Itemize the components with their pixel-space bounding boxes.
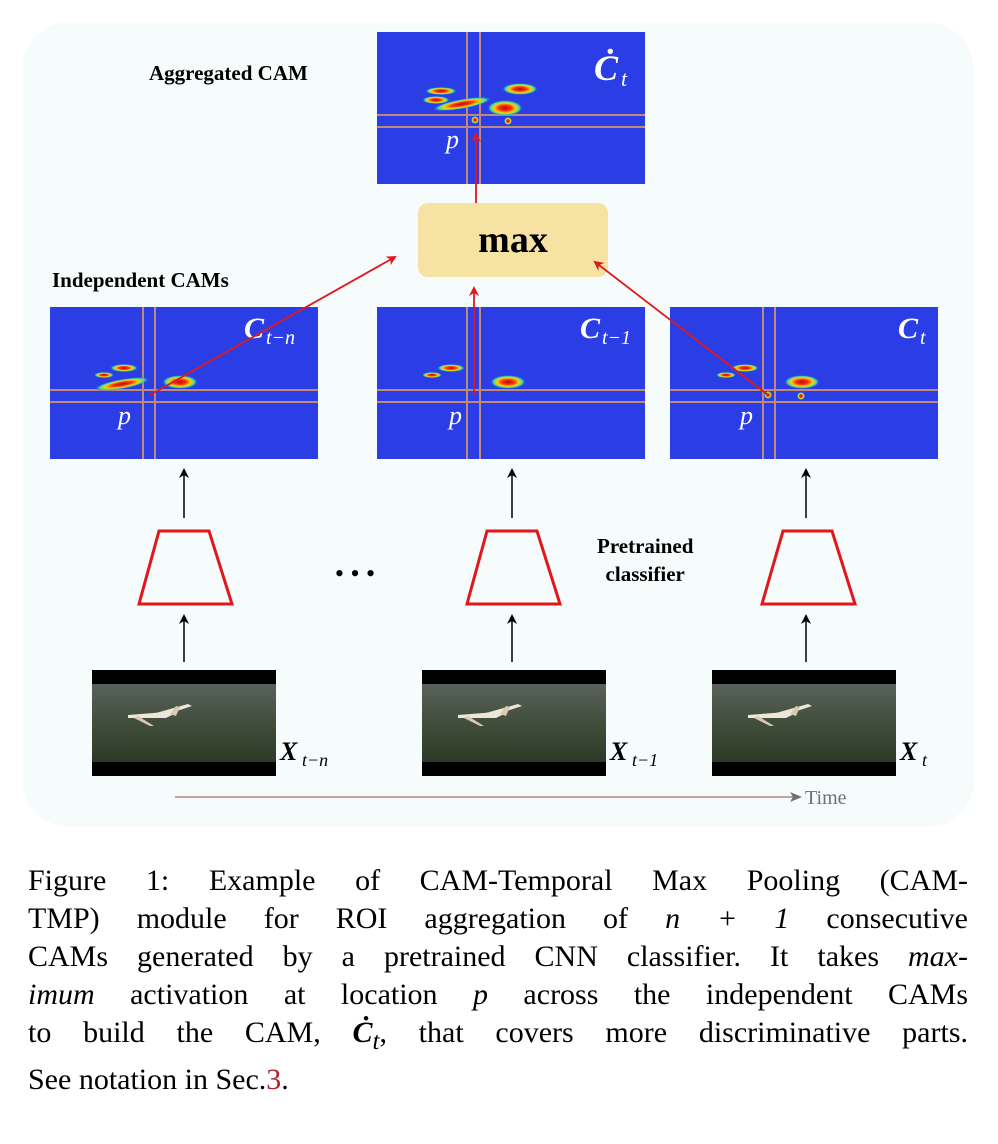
caption-line-3: CAMs generated by a pretrained CNN class… (28, 940, 968, 973)
svg-text:t−1: t−1 (602, 327, 631, 349)
svg-text:C: C (898, 312, 919, 345)
red-arrow-left (149, 256, 397, 396)
frame-middle (422, 670, 606, 776)
figure-caption: Figure 1: Example of CAM-Temporal Max Po… (28, 862, 968, 1099)
max-label: max (478, 219, 548, 261)
svg-text:C: C (244, 312, 265, 345)
red-arrow-right (593, 260, 769, 396)
svg-text:C: C (580, 312, 601, 345)
independent-cams-label: Independent CAMs (52, 268, 229, 292)
aggregated-cam-label: Aggregated CAM (149, 61, 308, 85)
caption-line-6: See notation in Sec.3. (28, 1063, 289, 1096)
frame-middle-symbol: X (609, 737, 628, 766)
caption-line-4: imum activation at location p across the… (28, 978, 969, 1011)
classifier-right (760, 529, 858, 606)
classifier-left (137, 529, 235, 606)
aggregated-cam-p: p (444, 125, 459, 154)
svg-text:p: p (447, 401, 462, 430)
aggregated-cam-symbol: Ċ (594, 48, 619, 88)
caption-line-1: Figure 1: Example of CAM-Temporal Max Po… (28, 864, 968, 897)
frame-left (92, 670, 276, 776)
classifier-label-line1: Pretrained (597, 534, 694, 558)
classifier-label: Pretrained classifier (597, 532, 693, 588)
aggregated-cam: Ċ t p (377, 32, 645, 184)
svg-text:p: p (116, 401, 131, 430)
svg-text:p: p (738, 401, 753, 430)
cam-middle: C t−1 p (377, 307, 645, 459)
classifier-middle (465, 529, 563, 606)
cam-left: C t−n p (50, 307, 318, 459)
frame-right (712, 670, 896, 776)
diagram: Ċ t p max C t−n p C t−1 p (50, 32, 938, 809)
svg-text:t−n: t−n (266, 327, 295, 349)
frame-left-symbol: X (279, 737, 298, 766)
frame-right-sub: t (922, 750, 928, 770)
time-label: Time (805, 787, 847, 809)
frame-middle-sub: t−1 (632, 750, 658, 770)
classifier-label-line2: classifier (605, 562, 685, 586)
frame-right-symbol: X (899, 737, 918, 766)
aggregated-cam-subscript: t (621, 66, 628, 91)
caption-line-5: to build the CAM, Ċt, that covers more d… (28, 1016, 968, 1055)
max-box (418, 203, 608, 277)
frame-left-sub: t−n (302, 750, 328, 770)
ellipsis: • • • (335, 559, 375, 588)
svg-text:t: t (920, 327, 926, 349)
cam-right: C t p (670, 307, 938, 459)
section-reference-link[interactable]: 3 (266, 1063, 282, 1096)
caption-line-2: TMP) module for ROI aggregation of n + 1… (28, 902, 968, 935)
